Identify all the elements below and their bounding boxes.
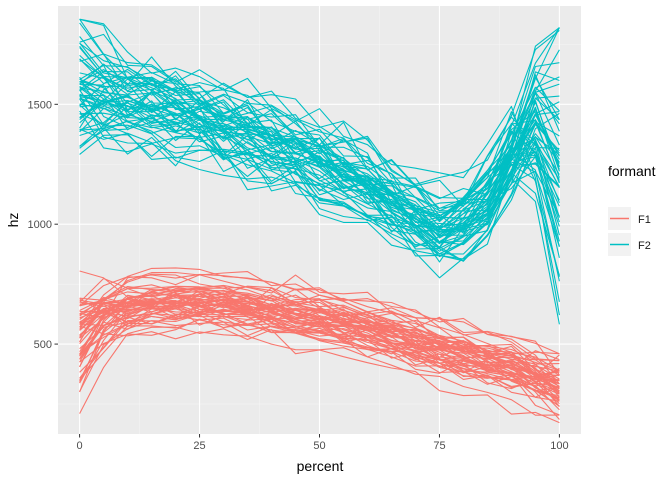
legend: formant F1 F2 — [608, 163, 656, 256]
x-tick-label: 100 — [550, 440, 568, 452]
series-f2-line — [79, 27, 560, 226]
legend-label-f1: F1 — [638, 214, 651, 226]
series-f2-line — [79, 54, 560, 302]
series-f2-line — [79, 58, 560, 223]
series-f2-line — [79, 18, 560, 185]
x-axis-title: percent — [297, 458, 344, 474]
series-f2-line — [79, 78, 560, 230]
series-f1-line — [79, 320, 560, 411]
series-f2-line — [79, 110, 560, 262]
x-axis: 0 25 50 75 100 — [77, 434, 569, 452]
series-f1-line — [79, 274, 560, 385]
series-f1-line — [79, 299, 560, 399]
y-tick-label: 1000 — [28, 219, 52, 231]
series-f1-line — [79, 315, 560, 402]
x-tick-label: 25 — [193, 440, 205, 452]
series-f1-line — [79, 326, 560, 424]
series-f1-line — [79, 304, 560, 402]
x-tick-label: 0 — [77, 440, 83, 452]
x-tick-label: 50 — [313, 440, 325, 452]
series-f2-line — [79, 62, 560, 223]
y-axis: 500 1000 1500 — [28, 99, 58, 351]
series-f2-line — [79, 101, 560, 244]
legend-item-f1: F1 — [608, 207, 651, 230]
series-f2-lines — [79, 18, 560, 325]
y-tick-label: 500 — [34, 339, 52, 351]
series-f1-line — [79, 318, 560, 382]
y-axis-title: hz — [5, 213, 21, 228]
series-f1-line — [79, 286, 560, 355]
legend-title: formant — [608, 163, 656, 179]
series-f2-line — [79, 127, 560, 262]
series-f2-line — [79, 87, 560, 246]
series-f2-line — [79, 72, 560, 277]
series-f2-line — [79, 74, 560, 220]
series-f1-line — [79, 305, 560, 398]
series-f2-line — [79, 76, 560, 255]
x-tick-label: 75 — [433, 440, 445, 452]
series-f2-line — [79, 76, 560, 232]
series-f2-line — [79, 117, 560, 248]
series-f2-line — [79, 82, 560, 217]
series-f2-line — [79, 128, 560, 262]
y-tick-label: 1500 — [28, 99, 52, 111]
series-f2-line — [79, 83, 560, 234]
series-f2-line — [79, 33, 560, 236]
series-f2-line — [79, 113, 560, 325]
legend-label-f2: F2 — [638, 240, 651, 252]
series-f2-line — [79, 22, 560, 233]
series-f2-line — [79, 45, 560, 217]
series-f1-line — [79, 267, 560, 362]
series-f1-line — [79, 273, 560, 355]
series-f2-line — [79, 27, 560, 237]
series-f1-line — [79, 284, 560, 376]
series-f1-lines — [79, 267, 560, 424]
legend-item-f2: F2 — [608, 233, 651, 256]
series-f1-line — [79, 302, 560, 389]
series-f1-line — [79, 285, 560, 385]
